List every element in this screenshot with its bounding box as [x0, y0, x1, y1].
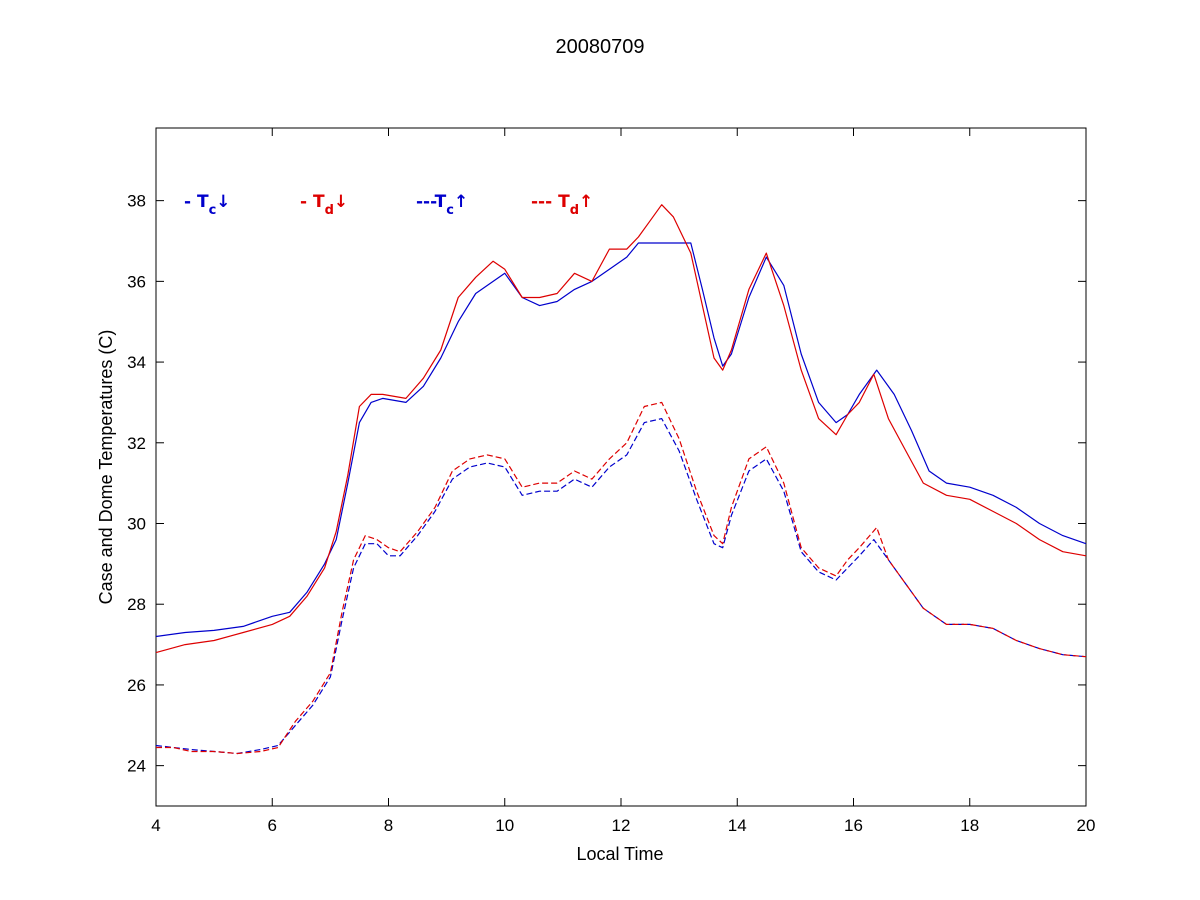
legend-prefix: --- T — [531, 192, 570, 212]
chart-title: 20080709 — [556, 36, 645, 58]
x-tick-label: 16 — [844, 816, 863, 835]
legend-prefix: - T — [184, 192, 209, 212]
x-axis-label: Local Time — [576, 844, 663, 864]
x-tick-label: 18 — [960, 816, 979, 835]
y-tick-label: 26 — [127, 676, 146, 695]
arrow-up-icon: ↑ — [454, 192, 468, 212]
legend-subscript: c — [446, 203, 454, 218]
plot-area — [155, 127, 1087, 807]
arrow-down-icon: ↓ — [216, 192, 230, 212]
series-case-down — [155, 242, 1087, 638]
y-axis: 24 26 28 30 32 34 36 38 — [127, 192, 1086, 776]
y-tick-label: 36 — [127, 272, 146, 291]
y-axis-label: Case and Dome Temperatures (C) — [96, 330, 116, 605]
x-tick-label: 20 — [1077, 816, 1096, 835]
series-dome-down — [155, 204, 1087, 654]
legend-dome-down: - Td↓ — [300, 192, 348, 218]
plot-frame — [155, 127, 1087, 807]
series-dome-up — [156, 401, 1087, 755]
legend-subscript: d — [325, 203, 334, 218]
x-tick-label: 6 — [268, 816, 277, 835]
legend-prefix: - T — [300, 192, 325, 212]
x-tick-label: 8 — [384, 816, 393, 835]
x-tick-label: 4 — [151, 816, 160, 835]
y-tick-label: 38 — [127, 192, 146, 211]
legend-case-down: - Tc↓ — [184, 192, 231, 218]
legend-dome-up: --- Td↑ — [531, 192, 593, 218]
legend-prefix: ---T — [416, 192, 447, 212]
y-tick-label: 24 — [127, 757, 146, 776]
legend-case-up: ---Tc↑ — [416, 192, 468, 218]
legend-subscript: c — [209, 203, 217, 218]
arrow-up-icon: ↑ — [579, 192, 593, 212]
x-tick-label: 14 — [728, 816, 747, 835]
legend-subscript: d — [570, 203, 579, 218]
arrow-down-icon: ↓ — [334, 192, 348, 212]
x-tick-label: 12 — [612, 816, 631, 835]
legend: - Tc↓ - Td↓ ---Tc↑ --- Td↑ — [184, 192, 593, 218]
y-tick-label: 32 — [127, 434, 146, 453]
y-tick-label: 30 — [127, 515, 146, 534]
x-tick-label: 10 — [495, 816, 514, 835]
x-axis: 4 6 8 10 12 14 16 18 20 — [151, 128, 1095, 835]
y-tick-label: 34 — [127, 353, 146, 372]
series-group — [155, 204, 1087, 755]
y-tick-label: 28 — [127, 595, 146, 614]
series-case-up — [155, 418, 1087, 755]
